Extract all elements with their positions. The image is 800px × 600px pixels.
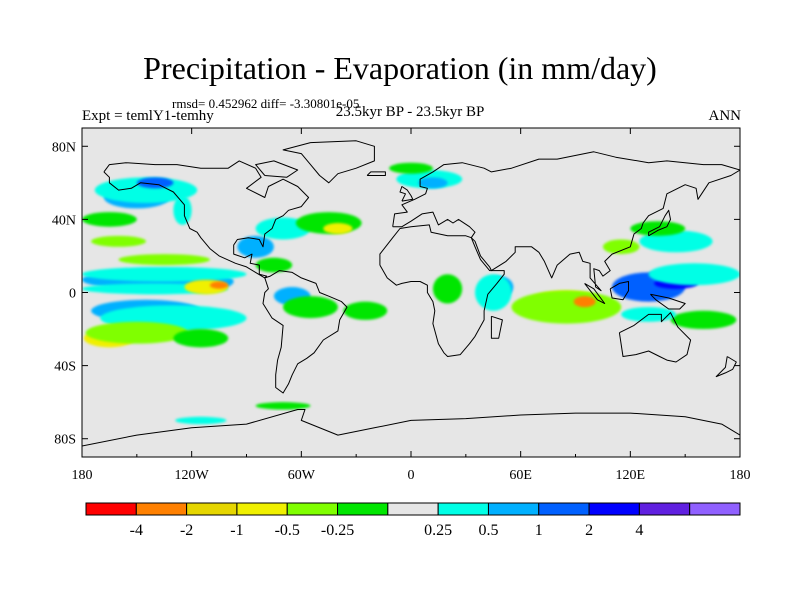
field-io-orange	[573, 296, 596, 308]
field-amazon-green	[283, 296, 338, 319]
colorbar-label: -2	[180, 522, 193, 539]
y-tick-label: 40N	[52, 213, 76, 228]
coastline-new-guinea	[650, 293, 686, 310]
y-tick-label: 80N	[52, 140, 76, 155]
field-se-pac-green2	[173, 329, 229, 348]
colorbar-swatch	[337, 502, 389, 516]
colorbar-swatch	[135, 502, 188, 516]
field-io-green	[511, 290, 622, 324]
colorbar-swatch	[387, 502, 439, 516]
field-japan-cyan	[639, 230, 713, 253]
field-npac-green2	[91, 235, 146, 247]
chart-title: Precipitation - Evaporation (in mm/day)	[143, 50, 657, 86]
field-carib-green	[255, 257, 293, 273]
experiment-label: Expt = temlY1-temhy	[82, 108, 214, 124]
coastline-borneo	[609, 281, 629, 301]
colorbar-label: 0.5	[478, 522, 498, 539]
colorbar-swatch	[689, 502, 741, 516]
coastline-eurasia	[392, 151, 740, 292]
x-tick-label: 60E	[509, 468, 532, 483]
coastline-greenland	[282, 140, 375, 184]
colorbar: -4 -2 -1 -0.5 -0.25 0.25 0.5 1 2 4	[85, 502, 741, 539]
colorbar-swatch	[236, 502, 288, 516]
colorbar-label: 1	[535, 522, 543, 539]
colorbar-swatch	[538, 502, 590, 516]
coastline-japan	[648, 209, 671, 237]
y-tick-label: 80S	[54, 433, 76, 448]
coastline-madagascar	[490, 315, 503, 339]
season-label: ANN	[708, 108, 742, 124]
x-tick-label: 180	[730, 468, 751, 483]
field-ak-blue	[136, 177, 174, 189]
colorbar-label: -0.5	[275, 522, 300, 539]
x-tick-label: 60W	[288, 468, 316, 483]
field-so-green	[255, 402, 311, 410]
x-tick-label: 180	[72, 468, 93, 483]
coastlines	[82, 140, 740, 447]
colorbar-swatch	[437, 502, 489, 516]
colorbar-label: 2	[585, 522, 593, 539]
colorbar-label: -4	[130, 522, 143, 539]
x-tick-label: 0	[408, 468, 415, 483]
x-tick-label: 120E	[616, 468, 646, 483]
field-so-cyan	[175, 416, 227, 425]
colorbar-label: 4	[635, 522, 643, 539]
colorbar-swatch	[85, 502, 137, 516]
field-japan-green	[630, 221, 686, 236]
field-pac-orange	[209, 281, 229, 289]
coastline-antarctica	[82, 409, 740, 447]
period-label: 23.5kyr BP - 23.5kyr BP	[335, 104, 485, 120]
colorbar-swatch	[186, 502, 238, 516]
field-wio-cyan	[474, 274, 512, 311]
field-wpac-cyan	[648, 263, 740, 286]
coastline-africa	[379, 224, 505, 357]
coastline-north-america	[103, 160, 310, 279]
field-nordic-green	[389, 162, 433, 174]
colorbar-label: 0.25	[424, 522, 452, 539]
field-s-atl-green	[343, 301, 388, 320]
rmsd-diff-stats: rmsd= 0.452962 diff= -3.30801e-05	[172, 96, 360, 111]
colorbar-label: -1	[230, 522, 243, 539]
field-nw-america-cyan	[173, 195, 192, 225]
field-africa-green	[432, 274, 463, 304]
field-contours	[82, 162, 740, 425]
field-se-pac-green	[85, 321, 189, 344]
x-tick-label: 120W	[175, 468, 210, 483]
coastline-iceland	[366, 171, 386, 176]
field-npac-green	[82, 212, 137, 227]
coastline-new-zealand	[715, 356, 737, 378]
field-nordic-blue	[418, 177, 448, 189]
field-pac-itcz-cyan	[82, 266, 247, 282]
colorbar-swatch	[286, 502, 339, 516]
colorbar-label: -0.25	[321, 522, 354, 539]
colorbar-swatch	[638, 502, 691, 516]
coastline-uk	[399, 186, 414, 202]
field-wpac-green	[670, 310, 737, 330]
coastline-baffin	[255, 160, 299, 178]
y-tick-label: 0	[69, 287, 76, 302]
axis-ticks: 180 120W 60W 0 60E 120E 180 80N 40N 0 40S 80S	[52, 128, 751, 483]
colorbar-swatch	[487, 502, 540, 516]
field-china-green	[602, 239, 640, 255]
field-atl-yellow	[323, 223, 353, 235]
colorbar-swatch	[588, 502, 640, 516]
field-pac-green-n	[118, 254, 210, 266]
y-tick-label: 40S	[54, 360, 76, 375]
field-gulf-blue	[237, 235, 274, 258]
coastline-south-america	[262, 270, 348, 394]
coastline-sumatra	[584, 282, 606, 304]
coastline-australia	[618, 312, 692, 363]
